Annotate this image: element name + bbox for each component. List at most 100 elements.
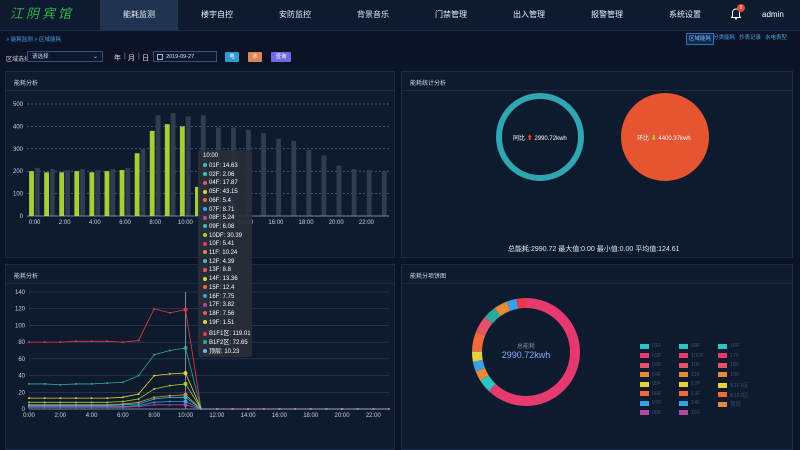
data-point[interactable] (106, 401, 109, 404)
data-point[interactable] (153, 353, 156, 356)
bar[interactable] (185, 116, 191, 216)
data-point[interactable] (153, 403, 156, 406)
data-point[interactable] (90, 406, 93, 409)
donut-segment[interactable] (472, 298, 580, 406)
data-point[interactable] (153, 401, 156, 404)
subtab[interactable]: 水电表型 (765, 35, 788, 41)
data-point[interactable] (121, 381, 124, 384)
legend-item[interactable]: 12F (679, 381, 700, 387)
bar[interactable] (89, 172, 95, 216)
bar[interactable] (276, 138, 282, 216)
water-button[interactable]: 水 (248, 52, 262, 62)
data-point[interactable] (28, 397, 30, 400)
bar[interactable] (119, 170, 125, 216)
data-point[interactable] (28, 401, 30, 404)
data-point[interactable] (183, 381, 188, 386)
legend-item[interactable]: 14F (679, 400, 700, 406)
data-point[interactable] (153, 397, 156, 400)
bar[interactable] (366, 170, 372, 216)
bar[interactable] (65, 170, 70, 216)
query-button[interactable]: 查询 (271, 52, 291, 62)
data-point[interactable] (168, 400, 171, 403)
data-point[interactable] (106, 340, 109, 343)
data-point[interactable] (74, 340, 77, 343)
data-point[interactable] (168, 372, 171, 375)
bar[interactable] (95, 170, 101, 216)
data-point[interactable] (90, 340, 93, 343)
legend-item[interactable]: B1F2区 (718, 391, 749, 399)
data-point[interactable] (43, 397, 46, 400)
legend-item[interactable]: 01F (640, 343, 661, 349)
bar[interactable] (140, 148, 146, 216)
data-point[interactable] (168, 311, 171, 314)
data-point[interactable] (137, 374, 140, 377)
data-point[interactable] (183, 307, 188, 312)
bar[interactable] (125, 167, 131, 216)
bar[interactable] (321, 155, 327, 216)
donut-segment[interactable] (472, 298, 580, 406)
breadcrumb[interactable]: > 能耗监测 > 区域能耗 (6, 37, 62, 43)
bar[interactable] (306, 149, 312, 216)
electric-button[interactable]: 电 (225, 52, 239, 62)
data-point[interactable] (137, 402, 140, 405)
subtab[interactable]: 分类能耗 (713, 35, 736, 41)
data-point[interactable] (59, 397, 62, 400)
data-point[interactable] (121, 403, 124, 406)
legend-item[interactable]: 10DF (679, 353, 704, 359)
bar[interactable] (381, 171, 387, 216)
bar[interactable] (261, 133, 267, 216)
segment-day[interactable]: 日 (142, 55, 149, 62)
bar[interactable] (170, 112, 176, 216)
bar[interactable] (149, 130, 155, 216)
data-point[interactable] (121, 341, 124, 344)
bar[interactable] (29, 171, 34, 216)
nav-tab[interactable]: 系统设置 (669, 10, 701, 19)
legend-item[interactable]: 17F (718, 353, 739, 359)
legend-item[interactable]: 07F (640, 400, 661, 406)
data-point[interactable] (137, 401, 140, 404)
data-point[interactable] (90, 401, 93, 404)
data-point[interactable] (59, 383, 62, 386)
bar[interactable] (336, 165, 342, 216)
data-point[interactable] (43, 382, 46, 385)
subtab[interactable]: 区域能耗 (686, 33, 715, 45)
data-point[interactable] (28, 382, 30, 385)
data-point[interactable] (74, 382, 77, 385)
date-input[interactable]: 2019-09-27 (153, 51, 217, 62)
nav-tab[interactable]: 报警管理 (591, 10, 623, 19)
data-point[interactable] (168, 349, 171, 352)
data-point[interactable] (137, 392, 140, 395)
bar[interactable] (50, 168, 55, 216)
data-point[interactable] (153, 396, 156, 399)
nav-tab[interactable]: 安防监控 (279, 10, 311, 19)
data-point[interactable] (183, 399, 188, 404)
legend-item[interactable]: 05F (640, 381, 661, 387)
data-point[interactable] (59, 406, 62, 409)
data-point[interactable] (106, 382, 109, 385)
data-point[interactable] (106, 406, 109, 409)
bar[interactable] (34, 167, 40, 216)
subtab[interactable]: 抄表记录 (739, 35, 762, 41)
legend-item[interactable]: 04F (640, 372, 661, 378)
bar[interactable] (74, 171, 80, 216)
data-point[interactable] (168, 394, 171, 397)
legend-item[interactable]: B1F1区 (718, 381, 749, 389)
data-point[interactable] (137, 405, 140, 408)
bar[interactable] (195, 186, 200, 216)
data-point[interactable] (43, 341, 46, 344)
data-point[interactable] (153, 374, 156, 377)
legend-item[interactable]: 顶层 (718, 400, 741, 408)
data-point[interactable] (168, 384, 171, 387)
data-point[interactable] (183, 371, 188, 376)
bar[interactable] (80, 168, 86, 216)
nav-tab[interactable]: 出入管理 (513, 10, 545, 19)
segment-month[interactable]: 月 (128, 55, 135, 62)
data-point[interactable] (137, 397, 140, 400)
legend-item[interactable]: 06F (640, 391, 661, 397)
data-point[interactable] (28, 341, 30, 344)
legend-item[interactable]: 02F (640, 353, 661, 359)
bar[interactable] (351, 168, 357, 216)
legend-item[interactable]: 18F (718, 362, 739, 368)
data-point[interactable] (153, 307, 156, 310)
data-point[interactable] (90, 397, 93, 400)
